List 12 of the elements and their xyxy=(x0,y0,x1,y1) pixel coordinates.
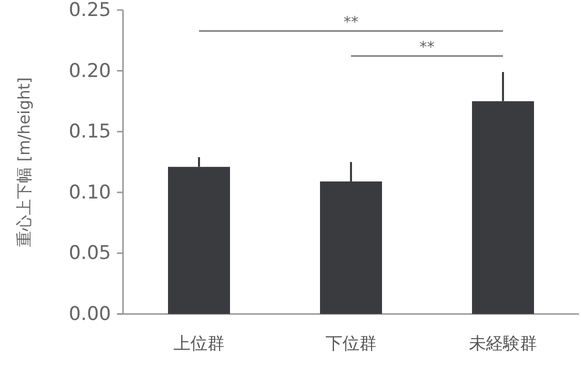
y-tick-label: 0.20 xyxy=(68,60,111,82)
y-tick-label: 0.15 xyxy=(68,120,111,143)
y-axis-title: 重心上下幅 [m/height] xyxy=(14,77,34,247)
x-tick-label: 上位群 xyxy=(174,334,224,354)
y-tick-label: 0.10 xyxy=(68,181,111,204)
annotation: ** xyxy=(344,13,359,31)
y-tick-label: 0.05 xyxy=(68,242,111,264)
x-tick-label: 未経験群 xyxy=(469,334,537,354)
y-tick-label: 0.00 xyxy=(68,303,111,325)
x-tick-label: 下位群 xyxy=(326,334,376,354)
annotation: ** xyxy=(420,38,435,56)
y-tick-label: 0.25 xyxy=(68,0,111,21)
